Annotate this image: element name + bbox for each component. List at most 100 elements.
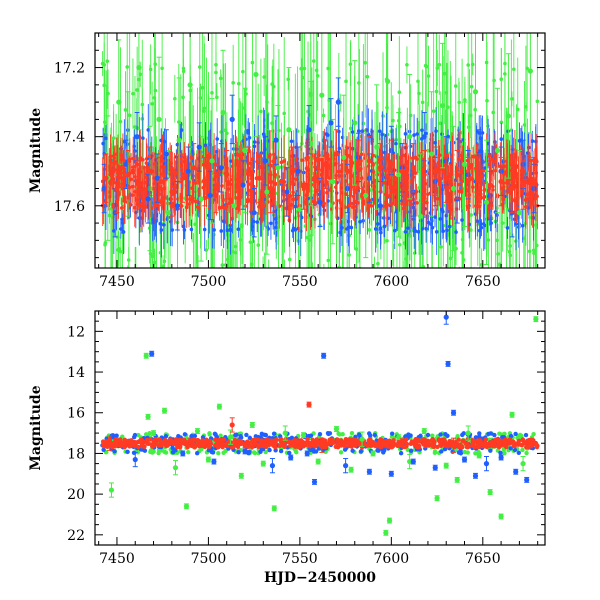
noise-point xyxy=(117,171,122,176)
noise-point xyxy=(426,192,430,196)
noise-point xyxy=(481,168,486,173)
noise-point xyxy=(352,190,357,195)
noise-point xyxy=(423,63,428,68)
noise-point xyxy=(168,285,172,289)
noise-point xyxy=(466,63,470,67)
noise-point xyxy=(103,242,107,247)
data-point-blue xyxy=(295,168,301,174)
noise-point xyxy=(529,158,533,163)
noise-point xyxy=(508,446,513,451)
noise-point xyxy=(148,67,153,72)
noise-point xyxy=(438,432,443,437)
data-point-red xyxy=(399,168,405,174)
noise-point xyxy=(392,228,397,233)
noise-point xyxy=(455,434,460,439)
noise-point xyxy=(263,432,269,438)
top-panel: 7450 7500 7550 7600 7650 17.2 17.4 17.6 Magnitud… xyxy=(28,32,546,302)
noise-point xyxy=(420,128,424,132)
noise-point xyxy=(207,432,212,437)
noise-point xyxy=(310,298,314,302)
noise-point xyxy=(383,150,387,155)
noise-point xyxy=(133,189,138,194)
noise-point xyxy=(128,157,132,162)
noise-point xyxy=(274,225,278,230)
noise-point xyxy=(511,276,515,280)
x-tick-label: 7650 xyxy=(465,274,501,290)
noise-point xyxy=(114,291,118,295)
noise-point xyxy=(505,226,510,230)
noise-point xyxy=(474,204,478,208)
noise-point xyxy=(269,221,273,226)
noise-point xyxy=(264,276,268,280)
noise-point xyxy=(182,432,188,437)
noise-point xyxy=(338,277,342,281)
noise-point xyxy=(378,129,382,133)
noise-point xyxy=(244,432,249,438)
x-tick-label: 7500 xyxy=(191,274,227,290)
noise-point xyxy=(222,219,227,224)
noise-point xyxy=(442,171,447,175)
noise-point xyxy=(314,68,319,73)
data-point-green xyxy=(176,137,182,143)
noise-point xyxy=(135,162,140,167)
noise-point xyxy=(140,117,145,121)
noise-point xyxy=(415,201,419,205)
noise-point xyxy=(337,432,342,437)
noise-point xyxy=(512,67,516,72)
noise-point xyxy=(173,96,177,101)
noise-point xyxy=(223,206,228,210)
noise-point xyxy=(376,448,381,453)
data-point-red xyxy=(311,175,318,181)
noise-point xyxy=(405,447,410,453)
noise-point xyxy=(387,182,392,186)
noise-point xyxy=(255,220,260,224)
noise-point xyxy=(341,278,345,282)
noise-point xyxy=(247,135,252,140)
noise-point xyxy=(349,164,353,168)
noise-point xyxy=(354,247,359,251)
noise-point xyxy=(179,195,183,199)
noise-point xyxy=(305,235,309,240)
noise-point xyxy=(270,195,275,199)
noise-point xyxy=(523,291,527,295)
data-point-blue xyxy=(240,182,246,188)
noise-point xyxy=(482,188,487,192)
noise-point xyxy=(349,225,354,230)
data-point-blue xyxy=(335,99,341,105)
noise-point xyxy=(363,60,367,65)
noise-point xyxy=(515,206,520,211)
noise-point xyxy=(512,176,516,181)
noise-point xyxy=(345,276,349,280)
noise-point xyxy=(456,450,462,455)
noise-point xyxy=(126,258,131,262)
noise-point xyxy=(445,433,450,438)
noise-point xyxy=(105,59,110,63)
noise-point xyxy=(156,450,161,456)
noise-point xyxy=(385,203,390,208)
data-point-blue xyxy=(145,196,151,202)
noise-point xyxy=(183,172,188,177)
noise-point xyxy=(437,290,441,294)
noise-point xyxy=(394,141,398,146)
noise-point xyxy=(486,188,490,193)
noise-point xyxy=(358,292,362,296)
data-point-blue xyxy=(174,203,180,209)
noise-point xyxy=(259,109,263,114)
noise-point xyxy=(152,260,157,265)
data-point-blue xyxy=(328,120,334,126)
noise-point xyxy=(220,184,224,188)
noise-point xyxy=(189,227,194,232)
noise-point xyxy=(410,286,414,290)
noise-point xyxy=(218,433,223,438)
noise-point xyxy=(439,245,443,249)
noise-point xyxy=(512,447,518,453)
noise-point xyxy=(142,448,148,453)
noise-point xyxy=(290,228,295,233)
noise-point xyxy=(286,205,291,210)
noise-point xyxy=(435,196,440,201)
noise-point xyxy=(369,204,374,208)
noise-point xyxy=(141,136,145,140)
data-point-red xyxy=(421,172,427,178)
data-point-blue xyxy=(273,137,279,143)
noise-point xyxy=(182,228,187,232)
